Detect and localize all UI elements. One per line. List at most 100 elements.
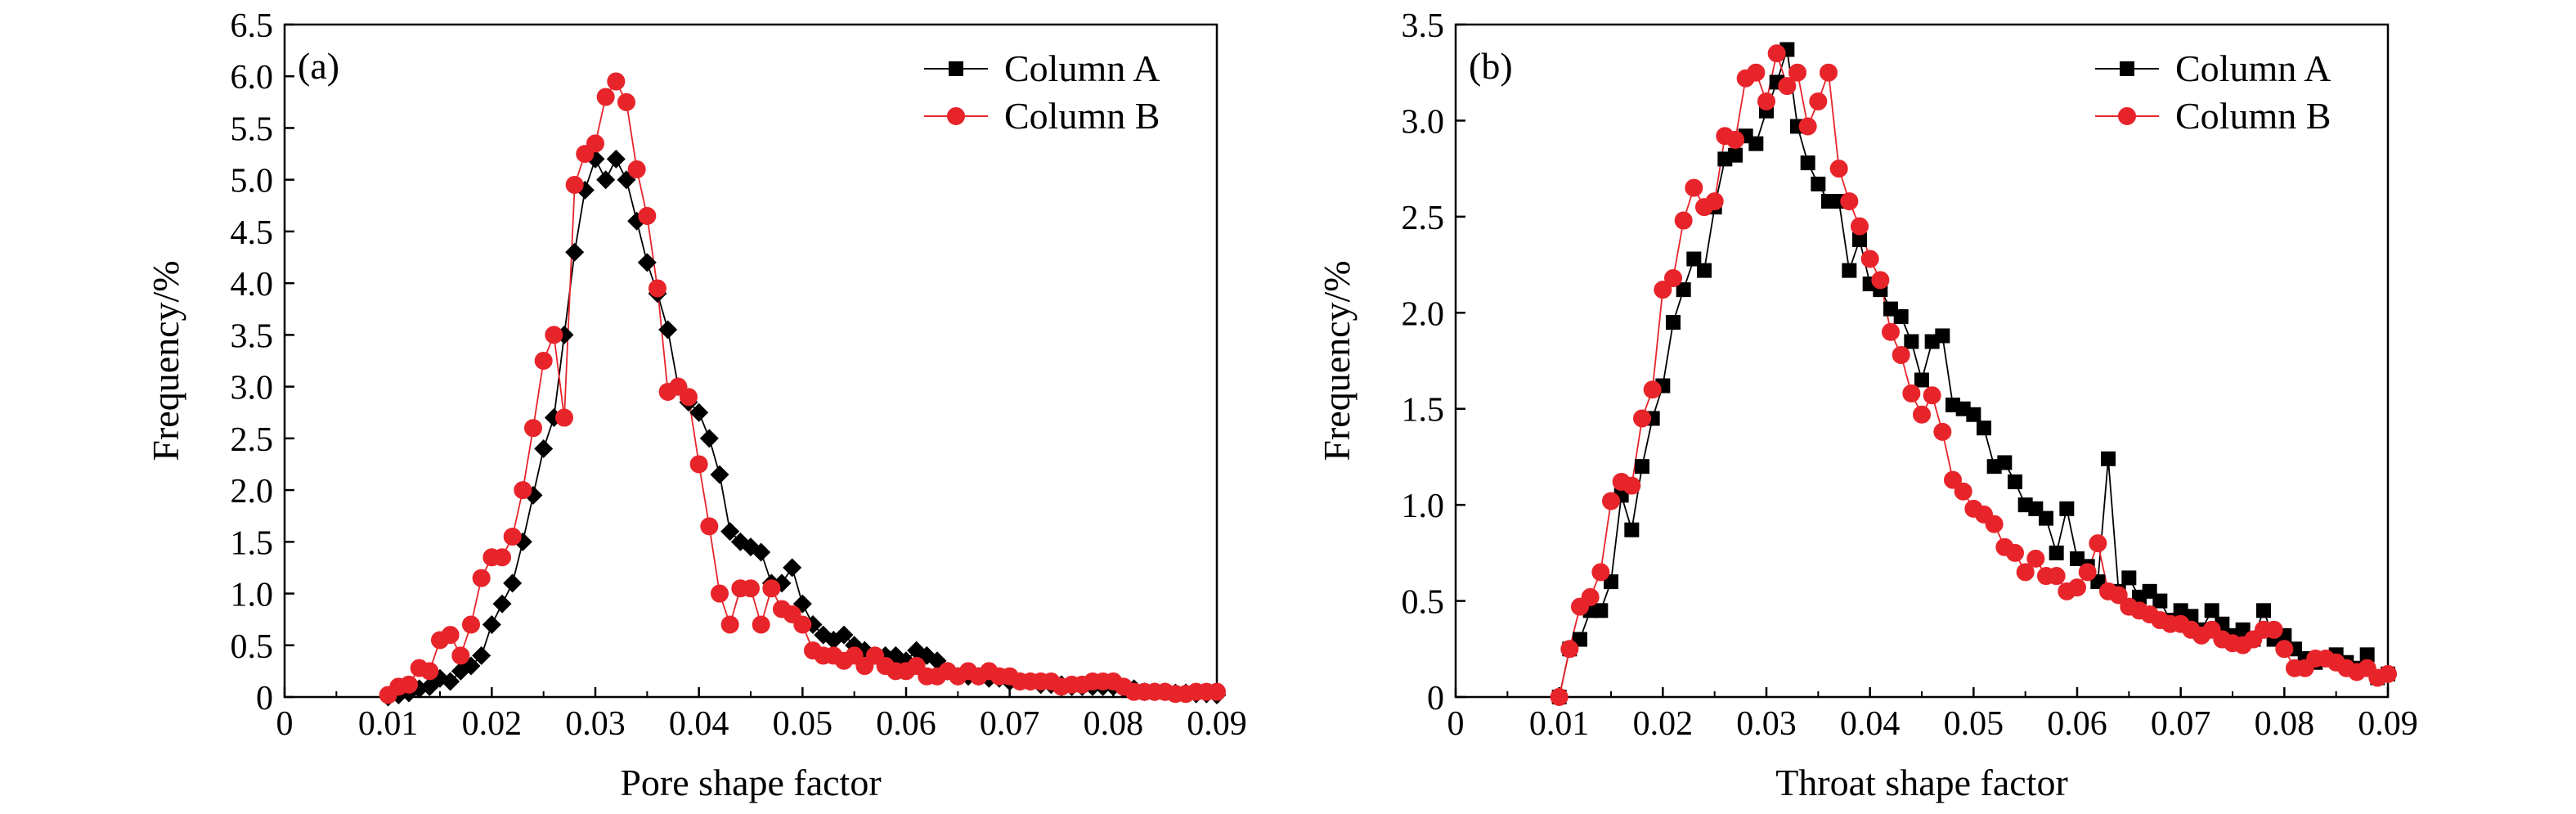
legend: Column A Column B — [2095, 47, 2331, 137]
data-point-column-b — [514, 481, 532, 500]
data-point-column-b — [1913, 405, 1931, 424]
data-point-column-b — [1550, 688, 1568, 706]
y-tick-label: 3.0 — [231, 370, 274, 407]
x-axis-label: Throat shape factor — [1775, 762, 2068, 803]
data-point-column-b — [762, 579, 781, 598]
data-point-column-b — [638, 206, 657, 225]
data-point-column-b — [2089, 534, 2107, 553]
data-point-column-b — [1944, 470, 1962, 489]
data-point-column-a — [658, 320, 678, 340]
data-point-column-b — [793, 615, 812, 634]
data-point-column-b — [420, 662, 439, 681]
y-tick-label: 1.0 — [1402, 488, 1445, 525]
data-point-column-b — [1674, 211, 1693, 230]
y-tick-label: 1.5 — [231, 524, 274, 562]
data-point-column-b — [1778, 77, 1797, 96]
data-point-column-a — [1997, 455, 2013, 470]
data-point-column-a — [565, 242, 585, 262]
data-point-column-b — [565, 176, 584, 195]
data-point-column-b — [2264, 620, 2283, 639]
data-point-column-b — [2047, 567, 2066, 586]
data-point-column-b — [1747, 63, 1766, 82]
data-point-column-a — [1966, 407, 1981, 422]
data-point-column-b — [1851, 217, 1869, 236]
x-tick-label: 0.05 — [1944, 705, 2004, 743]
data-point-column-b — [1591, 563, 1610, 582]
data-point-column-b — [720, 615, 739, 634]
y-tick-label: 3.5 — [1402, 7, 1445, 45]
data-point-column-b — [2068, 578, 2086, 597]
x-tick-label: 0.04 — [1840, 705, 1901, 743]
data-point-column-a — [752, 542, 771, 562]
data-point-column-a — [699, 429, 719, 448]
data-point-column-b — [1208, 682, 1226, 701]
data-point-column-a — [606, 149, 626, 169]
data-point-column-b — [1685, 178, 1703, 197]
data-point-column-b — [1757, 92, 1775, 110]
y-tick-label: 5.0 — [231, 163, 274, 200]
data-point-column-b — [2379, 664, 2397, 683]
x-tick-label: 0.06 — [876, 705, 936, 743]
data-point-column-b — [700, 517, 719, 536]
data-point-column-a — [472, 645, 491, 665]
data-point-column-a — [1686, 251, 1702, 267]
y-tick-label: 3.5 — [231, 317, 274, 355]
data-point-column-b — [1933, 422, 1952, 441]
data-point-column-b — [1820, 63, 1838, 82]
legend: Column A Column B — [924, 47, 1160, 137]
y-tick-label: 0.5 — [1402, 584, 1445, 622]
y-tick-label: 3.0 — [1402, 103, 1445, 141]
data-point-column-a — [1904, 334, 1919, 349]
data-point-column-b — [555, 408, 573, 427]
data-point-column-b — [1829, 160, 1848, 178]
data-point-column-b — [2026, 549, 2045, 568]
data-point-column-a — [1748, 136, 1764, 151]
chart-panel-b: 0 0.01 0.02 0.03 0.04 0.05 0.06 0.07 0.08 0.09 00… — [1316, 7, 2418, 803]
legend-marker — [947, 107, 965, 125]
data-point-column-a — [710, 465, 729, 484]
data-point-column-a — [720, 522, 740, 542]
data-point-column-a — [492, 594, 512, 614]
y-tick-label: 1.5 — [1402, 392, 1445, 429]
data-point-column-a — [1977, 420, 1991, 436]
data-point-column-b — [1840, 192, 1859, 211]
data-point-column-a — [783, 558, 802, 578]
x-axis-label: Pore shape factor — [620, 762, 881, 803]
x-tick-label: 0.05 — [773, 705, 833, 743]
panel-label: (b) — [1469, 45, 1513, 87]
data-point-column-b — [534, 352, 553, 370]
data-point-column-b — [689, 455, 708, 474]
y-tick-label: 2.5 — [1402, 200, 1445, 237]
x-tick-label: 0.02 — [1633, 705, 1694, 743]
data-point-column-b — [1705, 192, 1724, 211]
x-tick-label: 0.03 — [1736, 705, 1797, 743]
data-point-column-b — [472, 569, 491, 587]
data-point-column-b — [1985, 515, 2004, 533]
y-tick-label: 1.0 — [231, 577, 274, 614]
data-point-column-b — [462, 615, 480, 634]
data-point-column-b — [1581, 587, 1600, 606]
x-tick-label: 0.09 — [2358, 705, 2418, 743]
data-point-column-b — [1860, 250, 1879, 268]
data-point-column-a — [637, 253, 657, 272]
data-point-column-a — [1635, 459, 1649, 474]
y-tick-label: 6.5 — [231, 7, 274, 45]
data-point-column-b — [1622, 476, 1641, 495]
data-point-column-b — [742, 579, 760, 598]
legend-label: Column B — [1004, 95, 1160, 137]
data-point-column-a — [1893, 308, 1909, 324]
x-axis-ticks: 0 0.01 0.02 0.03 0.04 0.05 0.06 0.07 0.08 0.09 — [1447, 687, 2418, 743]
data-point-column-a — [503, 573, 523, 593]
legend-label: Column A — [1004, 47, 1160, 89]
chart-panel-a: 0 0.01 0.02 0.03 0.04 0.05 0.06 0.07 0.08 0.09 00… — [145, 7, 1247, 803]
x-tick-label: 0.02 — [462, 705, 523, 743]
data-point-column-a — [689, 403, 709, 422]
data-point-column-a — [2049, 545, 2064, 560]
y-tick-label: 0 — [1427, 680, 1444, 717]
x-tick-label: 0.01 — [358, 705, 419, 743]
data-point-column-b — [752, 615, 770, 634]
data-point-column-b — [441, 626, 460, 645]
data-point-column-a — [824, 630, 843, 650]
panel-label: (a) — [298, 45, 339, 87]
